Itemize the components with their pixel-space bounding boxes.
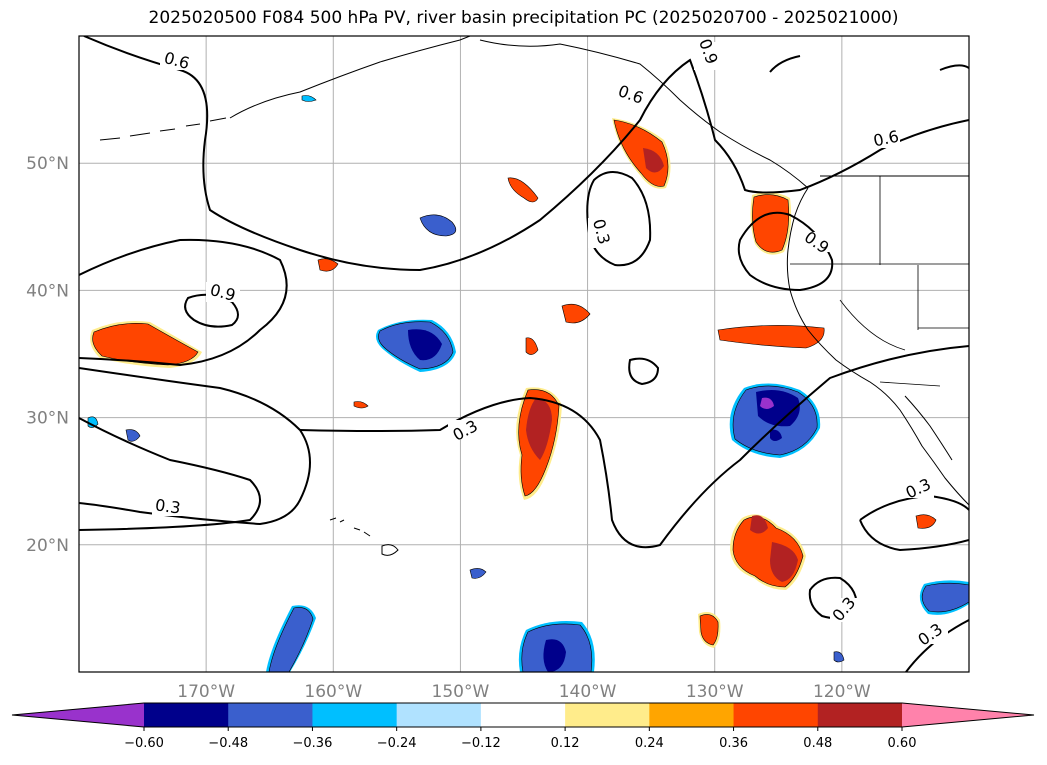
contour-label: 0.9 [206, 280, 240, 305]
positive-anomaly-small [317, 177, 937, 529]
map-title: 2025020500 F084 500 hPa PV, river basin … [148, 8, 899, 28]
colorbar-segment [144, 703, 229, 727]
contour-label: 0.3 [900, 474, 934, 502]
colorbar-label: 0.36 [719, 736, 748, 751]
negative-anomaly-1 [376, 319, 456, 372]
colorbar-extend-high [902, 703, 1034, 727]
contour-label: 0.9 [694, 36, 722, 70]
negative-anomaly-4 [266, 605, 316, 672]
colorbar-label: −0.48 [208, 736, 248, 751]
colorbar-segment [817, 703, 903, 727]
colorbar-label: −0.36 [293, 736, 333, 751]
contour-labels: 0.6 0.9 0.3 0.6 0.9 0.6 0.9 0.3 0.3 0.3 … [152, 36, 948, 649]
lon-tick-label: 150°W [432, 682, 490, 702]
negative-anomaly-3 [518, 621, 595, 672]
colorbar-segment [733, 703, 819, 727]
precip-blobs [87, 95, 969, 672]
lat-tick-label: 40°N [26, 281, 69, 301]
contour-label: 0.6 [160, 48, 194, 73]
contour-label: 0.3 [152, 495, 186, 518]
positive-anomaly-5 [730, 514, 806, 590]
colorbar-segment [312, 703, 398, 727]
map-plot-area: 0.6 0.9 0.3 0.6 0.9 0.6 0.9 0.3 0.3 0.3 … [79, 36, 969, 672]
positive-anomaly-4 [516, 387, 562, 500]
colorbar-label: −0.12 [461, 736, 501, 751]
negative-anomaly-2 [729, 383, 821, 458]
lon-tick-label: 170°W [177, 682, 235, 702]
latitude-labels: 50°N 40°N 30°N 20°N [26, 154, 69, 556]
colorbar-segment [480, 703, 566, 727]
colorbar-extend-low [12, 703, 144, 727]
negative-anomaly-small [87, 95, 845, 663]
coastlines [99, 36, 969, 556]
contour-label: 0.3 [588, 217, 614, 248]
contour-label: 0.6 [866, 127, 901, 151]
svg-text:0.6: 0.6 [872, 127, 901, 151]
map-frame [78, 35, 970, 673]
svg-text:0.3: 0.3 [154, 495, 182, 517]
gridlines [79, 36, 969, 672]
positive-anomaly-6 [717, 325, 825, 349]
colorbar-label: 0.12 [551, 736, 580, 751]
negative-anomaly-5 [919, 580, 969, 615]
lon-tick-label: 140°W [559, 682, 617, 702]
colorbar-segment [396, 703, 482, 727]
colorbar-segment [228, 703, 313, 727]
lat-tick-label: 50°N [26, 154, 69, 174]
colorbar-segment [565, 703, 650, 727]
colorbar-label: 0.48 [803, 736, 832, 751]
lat-tick-label: 30°N [26, 409, 69, 429]
colorbar-segment [649, 703, 735, 727]
lon-tick-label: 120°W [813, 682, 871, 702]
lon-tick-label: 160°W [304, 682, 362, 702]
colorbar-label: 0.60 [888, 736, 917, 751]
positive-anomaly-3 [750, 192, 792, 255]
colorbar-label: −0.24 [377, 736, 417, 751]
contour-label: 0.3 [828, 593, 860, 625]
lat-tick-label: 20°N [26, 536, 69, 556]
positive-anomaly-7 [698, 612, 721, 648]
colorbar-label: 0.24 [635, 736, 664, 751]
contour-label: 0.6 [614, 81, 648, 108]
colorbar-label: −0.60 [124, 736, 164, 751]
positive-anomaly-1 [90, 321, 202, 368]
colorbar: −0.60 −0.48 −0.36 −0.24 −0.12 0.12 0.24 0.36 0.4… [11, 702, 1035, 751]
longitude-labels: 170°W 160°W 150°W 140°W 130°W 120°W [177, 682, 871, 702]
lon-tick-label: 130°W [686, 682, 744, 702]
